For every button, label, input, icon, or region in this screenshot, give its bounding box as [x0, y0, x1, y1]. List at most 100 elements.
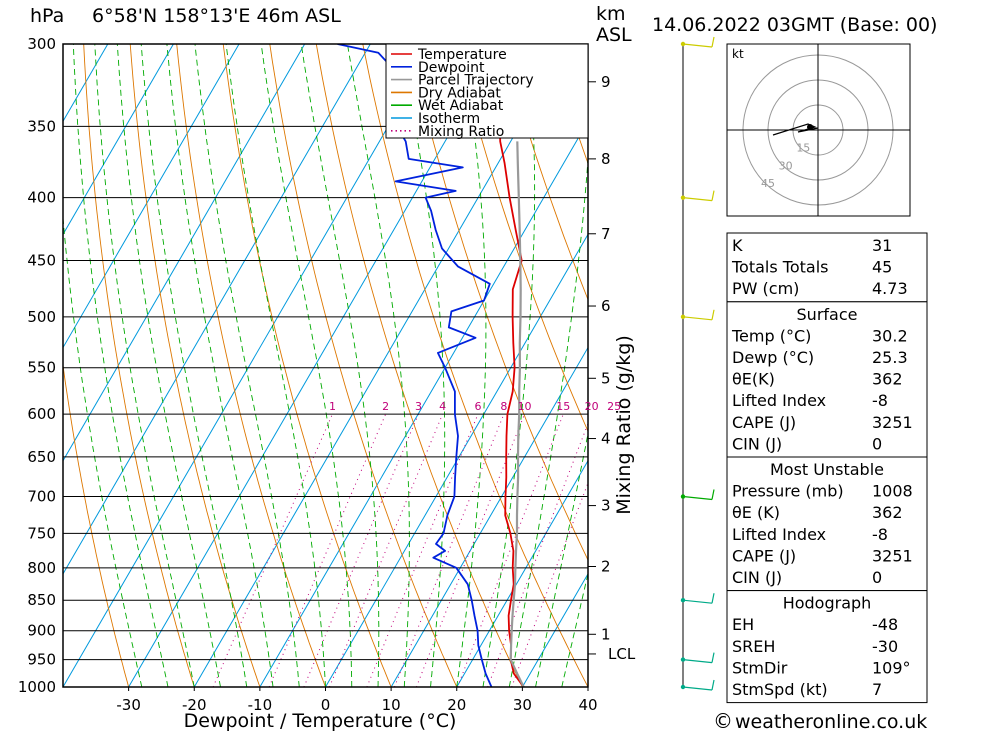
dry-adiabat-line [363, 44, 588, 687]
indices-row-value: 362 [872, 503, 903, 522]
legend-label: Mixing Ratio [418, 124, 504, 140]
mixing-ratio-label: 8 [500, 400, 507, 413]
mixing-ratio-label: 2 [382, 400, 389, 413]
footer-site: weatheronline.co.uk [735, 711, 927, 733]
indices-row-label: CIN (J) [732, 568, 782, 587]
wet-adiabat-line [73, 44, 168, 687]
km-tick-label: 1 [601, 625, 611, 643]
wet-adiabat-line [347, 44, 409, 687]
pressure-tick-label: 400 [27, 189, 56, 207]
pressure-tick-label: 800 [27, 559, 56, 577]
wind-barb-flag [712, 37, 714, 47]
wind-barbs [681, 37, 714, 690]
indices-row-value: 4.73 [872, 279, 908, 298]
pressure-tick-label: 950 [27, 651, 56, 669]
indices-row-value: 30.2 [872, 326, 908, 345]
temperature-tick-label: -30 [116, 696, 141, 714]
indices-table-title: Hodograph [783, 594, 872, 613]
indices-row-value: 31 [872, 236, 892, 255]
dry-adiabat-line [968, 44, 1000, 687]
wet-adiabat-lines [53, 44, 703, 687]
wet-adiabat-line [301, 44, 379, 687]
plot-frame [63, 44, 588, 687]
pressure-tick-label: 750 [27, 524, 56, 542]
copyright-symbol: © [713, 709, 733, 733]
wind-barb-flag [712, 653, 714, 663]
indices-table-title: Most Unstable [770, 460, 884, 479]
km-tick-label: 6 [601, 297, 611, 315]
km-unit-label: km [596, 3, 626, 25]
hodograph-ring-label: 15 [796, 142, 810, 155]
indices-row-label: CAPE (J) [732, 413, 796, 432]
wind-barb-shaft [683, 600, 712, 603]
isobar-lines [63, 44, 588, 687]
mixing-ratio-line [213, 414, 332, 687]
wind-barb-shaft [683, 44, 712, 47]
asl-unit-label: ASL [596, 24, 632, 46]
mixing-ratio-label: 20 [585, 400, 599, 413]
dry-adiabat-line [316, 44, 522, 687]
wind-barb-shaft [683, 497, 712, 500]
indices-row-label: StmSpd (kt) [732, 680, 828, 699]
pressure-tick-label: 900 [27, 622, 56, 640]
mixing-ratio-line [269, 414, 385, 687]
isotherm-line [63, 44, 436, 687]
wind-barb-shaft [683, 317, 712, 320]
km-tick-label: 3 [601, 497, 611, 515]
pressure-tick-label: 500 [27, 308, 56, 326]
mixing-ratio-label: 1 [329, 400, 336, 413]
indices-row-value: 45 [872, 258, 892, 277]
indices-row-value: -8 [872, 391, 888, 410]
hodograph-ring-label: 45 [761, 177, 775, 190]
hodograph-ring-label: 30 [779, 159, 793, 172]
wind-barb-point [681, 42, 685, 46]
wet-adiabat-line [95, 44, 195, 687]
indices-row-label: Lifted Index [732, 391, 826, 410]
isotherm-line [0, 44, 173, 687]
wet-adiabat-line [141, 44, 247, 687]
hpa-unit-label: hPa [30, 5, 64, 27]
dewpoint-series-line [338, 44, 492, 687]
mixing-ratio-axis-title: Mixing Ratio (g/kg) [613, 335, 635, 515]
indices-row-label: SREH [732, 637, 775, 656]
wind-barb-point [681, 195, 685, 199]
pressure-tick-label: 300 [27, 35, 56, 53]
indices-row-value: -8 [872, 525, 888, 544]
indices-row-label: K [732, 236, 743, 255]
wet-adiabat-line [457, 44, 486, 687]
wind-barb-shaft [683, 198, 712, 201]
indices-row-label: Lifted Index [732, 525, 826, 544]
indices-row-value: 1008 [872, 482, 913, 501]
temperature-tick-label: 40 [578, 696, 597, 714]
pressure-tick-label: 650 [27, 448, 56, 466]
pressure-tick-label: 550 [27, 359, 56, 377]
mixing-ratio-line [512, 414, 614, 687]
indices-row-label: StmDir [732, 658, 788, 677]
dry-adiabat-line [130, 44, 260, 687]
dry-adiabat-line [921, 44, 1000, 687]
indices-row-label: Dewp (°C) [732, 348, 814, 367]
km-tick-label: 4 [601, 430, 611, 448]
indices-row-label: Totals Totals [731, 258, 829, 277]
indices-row-value: 0 [872, 434, 882, 453]
dry-adiabat-line [177, 44, 326, 687]
km-tick-label: 2 [601, 557, 611, 575]
hodograph-unit: kt [732, 47, 744, 61]
indices-row-label: EH [732, 615, 754, 634]
indices-row-label: Pressure (mb) [732, 482, 844, 501]
km-tick-label: 5 [601, 369, 611, 387]
indices-row-value: 109° [872, 658, 911, 677]
indices-row-label: CIN (J) [732, 434, 782, 453]
location-title: 6°58'N 158°13'E 46m ASL [92, 5, 341, 27]
indices-row-value: 3251 [872, 546, 913, 565]
isotherm-line [129, 44, 502, 687]
mixing-ratio-label: 6 [474, 400, 481, 413]
indices-row-label: Temp (°C) [731, 326, 811, 345]
wind-barb-flag [712, 310, 714, 320]
mixing-ratio-line [395, 414, 504, 687]
pressure-tick-label: 1000 [18, 678, 56, 696]
x-axis-title: Dewpoint / Temperature (°C) [184, 710, 457, 732]
